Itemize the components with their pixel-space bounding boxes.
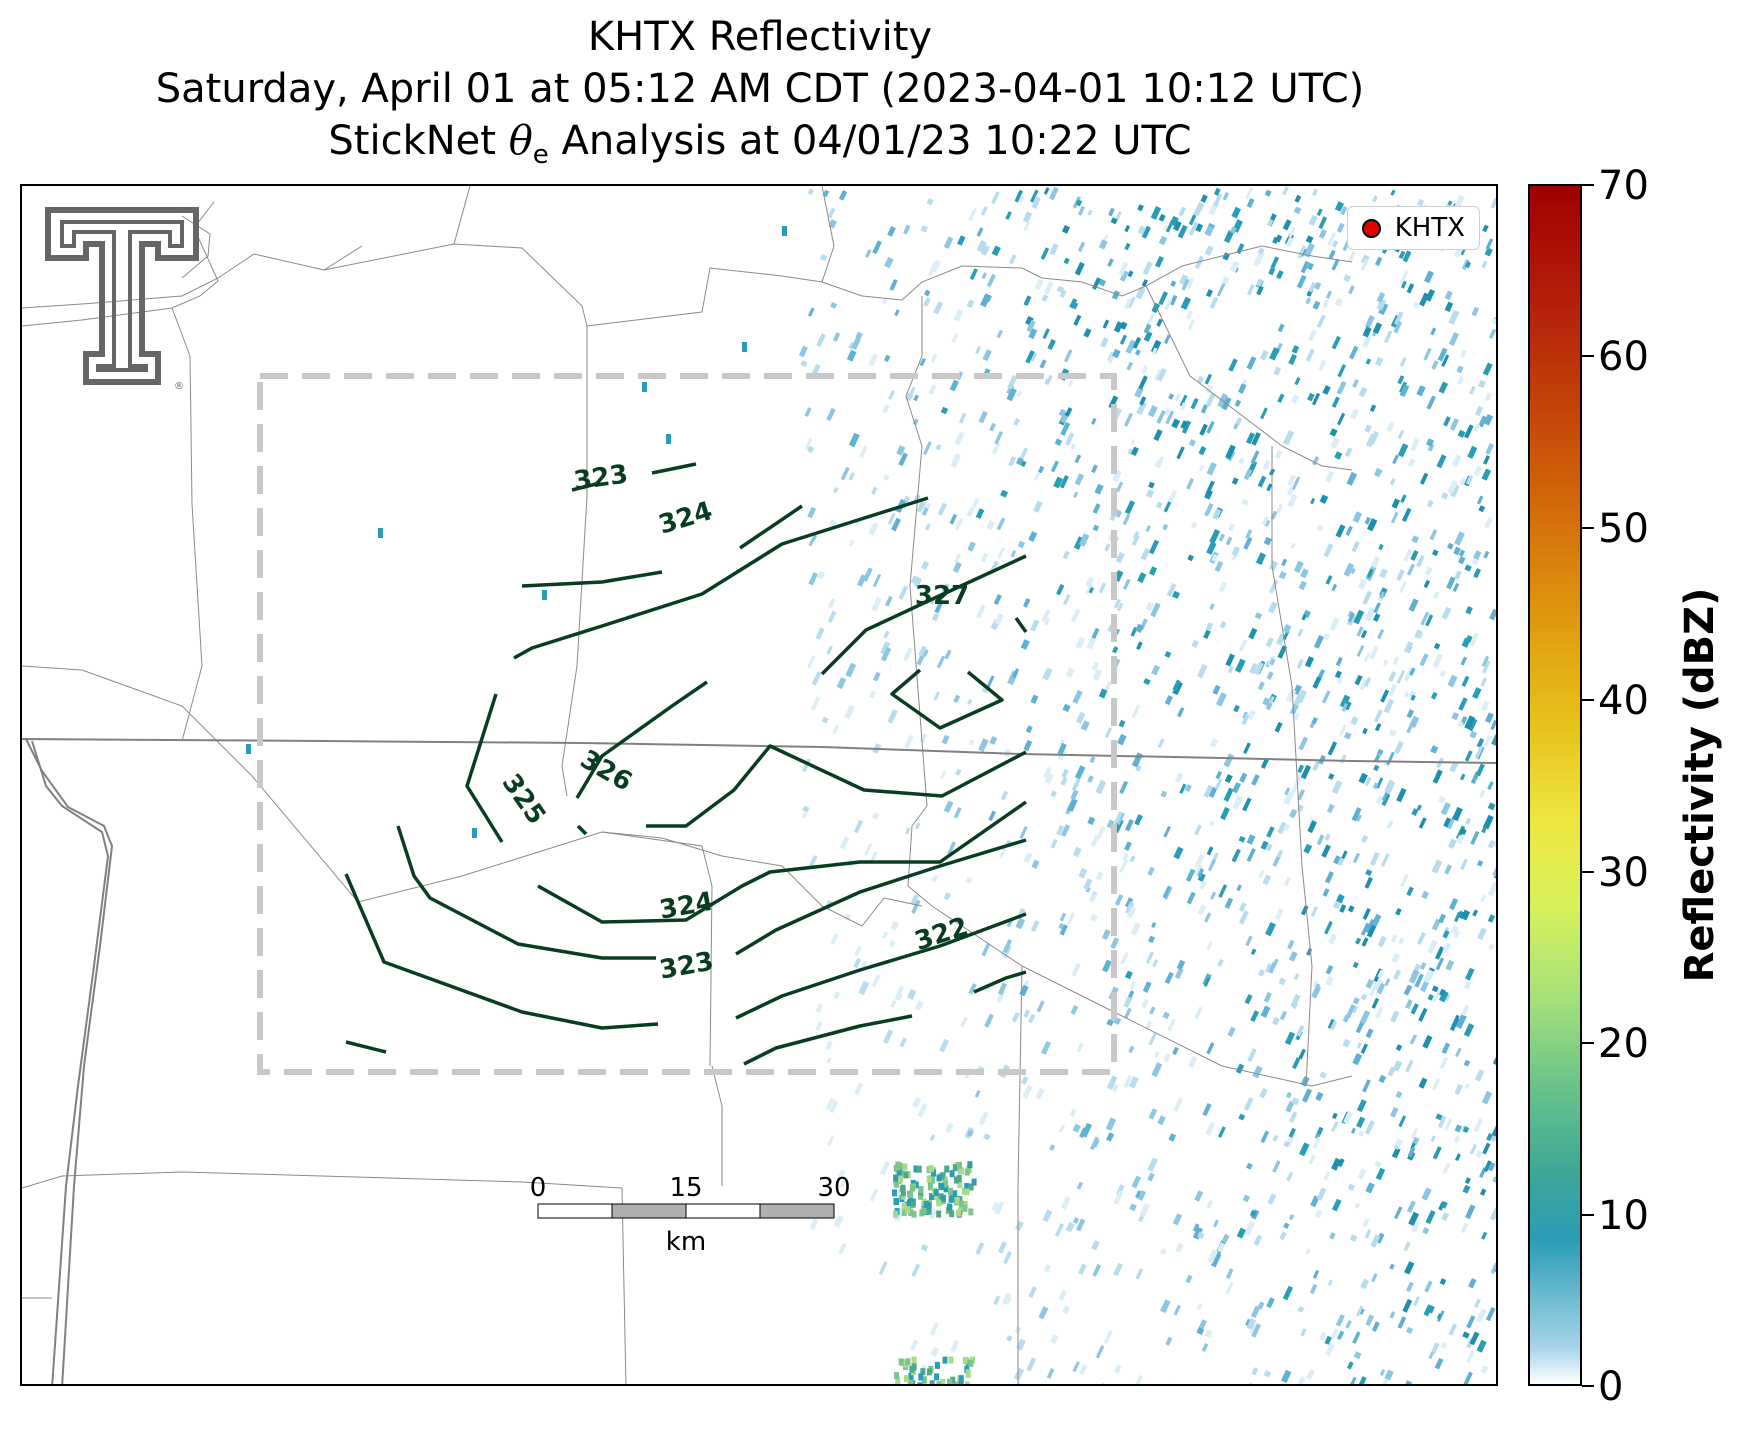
state-boundaries [22, 738, 1496, 1384]
title-line-1: KHTX Reflectivity [587, 14, 933, 60]
analysis-domain-box [257, 373, 1117, 1075]
cb-tick-70: 70 [1598, 163, 1649, 209]
scale-unit: km [666, 1227, 706, 1257]
scale-bar: 0 15 30 km [530, 1173, 851, 1257]
scale-tick-0: 0 [530, 1173, 547, 1203]
theta-subscript: e [532, 140, 549, 170]
legend-label: KHTX [1394, 213, 1465, 243]
cb-tick-50: 50 [1598, 506, 1649, 552]
texas-tech-double-t-logo-icon: ® [45, 207, 199, 392]
reflectivity-colorbar [1528, 184, 1582, 1386]
cb-tick-40: 40 [1598, 678, 1649, 724]
cb-tick-10: 10 [1598, 1193, 1649, 1239]
contour-label-323: 323 [572, 459, 630, 496]
contour-labels: 323 324 327 326 325 324 323 322 [496, 459, 972, 985]
county-boundaries [22, 186, 1353, 1384]
contour-label-325: 325 [496, 769, 552, 831]
cb-tick-20: 20 [1598, 1021, 1649, 1067]
theta-e-contours [344, 462, 1028, 1066]
map-legend: KHTX [1346, 206, 1480, 250]
cb-tick-30: 30 [1598, 850, 1649, 896]
contour-label-324: 324 [655, 496, 716, 541]
title-line-3: StickNet θe Analysis at 04/01/23 10:22 U… [0, 118, 1520, 178]
contour-label-323-south: 323 [657, 947, 716, 986]
title-line-3-prefix: StickNet [328, 118, 509, 164]
reflectivity-echoes [246, 186, 1496, 1384]
theta-symbol: θ [508, 118, 533, 164]
cb-tick-60: 60 [1598, 334, 1649, 380]
contour-label-324-south: 324 [657, 887, 716, 926]
radar-map[interactable]: 323 324 327 326 325 324 323 322 0 15 30 … [20, 184, 1498, 1386]
contour-label-327: 327 [915, 581, 969, 611]
radar-site-marker-icon [1361, 218, 1381, 238]
title-line-2: Saturday, April 01 at 05:12 AM CDT (2023… [155, 66, 1365, 112]
scale-tick-30: 30 [817, 1173, 850, 1203]
contour-label-322: 322 [911, 912, 972, 957]
scale-tick-15: 15 [669, 1173, 702, 1203]
colorbar-title: Reflectivity (dBZ) [1677, 587, 1723, 983]
title-line-3-suffix: Analysis at 04/01/23 10:22 UTC [548, 118, 1192, 164]
map-canvas: 323 324 327 326 325 324 323 322 0 15 30 … [22, 186, 1496, 1384]
svg-text:®: ® [174, 381, 184, 392]
cb-tick-0: 0 [1598, 1364, 1624, 1410]
